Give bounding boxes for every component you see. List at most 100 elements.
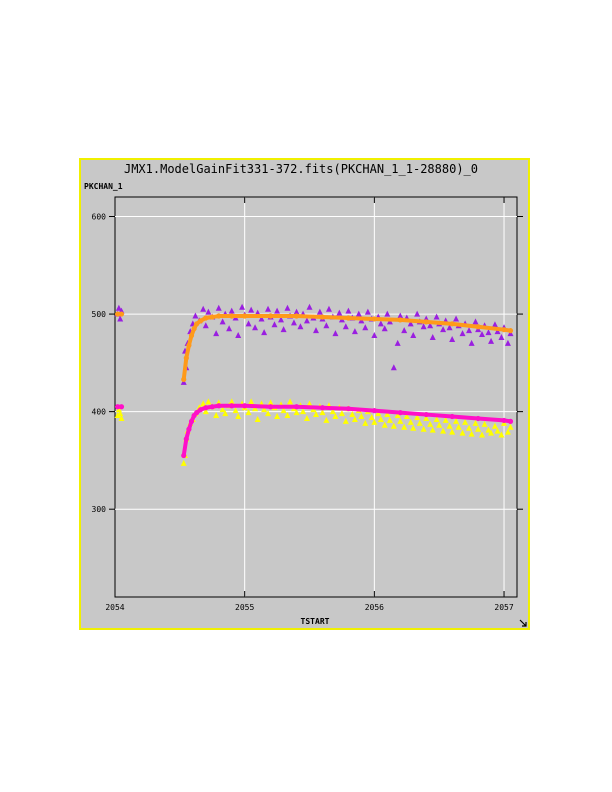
data-point <box>258 315 265 322</box>
data-point <box>202 408 209 415</box>
data-point <box>297 323 304 330</box>
data-point <box>329 408 336 415</box>
data-point <box>200 305 207 312</box>
data-point <box>491 422 498 429</box>
data-point <box>375 410 382 417</box>
data-point <box>377 415 384 422</box>
x-tick-label: 2055 <box>235 603 254 612</box>
data-point <box>316 308 323 315</box>
data-point <box>381 325 388 332</box>
data-point <box>384 310 391 317</box>
data-point <box>468 339 475 346</box>
data-point <box>427 420 434 427</box>
data-point <box>414 310 421 317</box>
data-point <box>342 417 349 424</box>
data-point <box>118 414 125 421</box>
data-point <box>325 305 332 312</box>
data-point <box>472 318 479 325</box>
chart: JMX1.ModelGainFit331-372.fits(PKCHAN_1_1… <box>84 162 527 627</box>
data-point <box>429 426 436 433</box>
data-point <box>494 328 501 335</box>
data-point <box>351 328 358 335</box>
data-point <box>274 307 281 314</box>
data-point <box>267 399 274 406</box>
data-point <box>433 313 440 320</box>
data-point <box>371 418 378 425</box>
data-point <box>403 413 410 420</box>
data-point <box>498 333 505 340</box>
data-point <box>485 426 492 433</box>
data-point <box>420 425 427 432</box>
data-point <box>364 308 371 315</box>
data-point <box>472 419 479 426</box>
data-point <box>410 424 417 431</box>
data-point <box>397 417 404 424</box>
data-point <box>440 427 447 434</box>
data-point <box>205 398 212 405</box>
data-point <box>384 411 391 418</box>
data-point <box>235 413 242 420</box>
data-point <box>342 323 349 330</box>
data-point <box>371 332 378 339</box>
data-point <box>219 318 226 325</box>
x-tick-label: 2056 <box>365 603 384 612</box>
data-point <box>459 330 466 337</box>
data-point <box>390 364 397 371</box>
data-point <box>468 430 475 437</box>
y-tick-label: 600 <box>92 213 107 222</box>
data-point <box>449 335 456 342</box>
data-point <box>488 429 495 436</box>
data-point <box>414 413 421 420</box>
data-point <box>345 307 352 314</box>
plot-frame <box>114 196 518 598</box>
data-point <box>394 412 401 419</box>
data-point <box>117 315 124 322</box>
data-point <box>215 304 222 311</box>
data-point <box>394 339 401 346</box>
data-point <box>180 459 187 466</box>
axis-ticks: 2054 2055 2056 2057 300 400 500 600 <box>92 197 523 612</box>
data-point <box>504 428 511 435</box>
data-point <box>252 405 259 412</box>
resize-corner-icon[interactable] <box>519 619 527 627</box>
data-point <box>213 330 220 337</box>
data-point <box>397 312 404 319</box>
fit-curve <box>181 314 513 382</box>
y-tick-label: 400 <box>92 408 107 417</box>
series-2 <box>114 398 514 466</box>
data-point <box>313 327 319 334</box>
data-point <box>245 320 252 327</box>
data-point <box>303 317 310 324</box>
data-point <box>401 327 408 334</box>
data-point <box>498 431 505 438</box>
data-point <box>261 406 268 413</box>
data-point <box>386 416 393 423</box>
data-point <box>300 408 307 415</box>
data-point <box>284 304 291 311</box>
data-point <box>368 413 375 420</box>
chart-title: JMX1.ModelGainFit331-372.fits(PKCHAN_1_1… <box>124 162 478 176</box>
data-point <box>248 398 255 405</box>
data-point <box>222 410 229 417</box>
x-tick-label: 2054 <box>105 603 124 612</box>
data-point <box>485 329 492 336</box>
data-point <box>323 416 330 423</box>
x-axis-label: TSTART <box>301 617 330 626</box>
data-point <box>455 423 462 430</box>
data-point <box>466 424 473 431</box>
data-point <box>306 400 313 407</box>
data-point <box>284 412 291 419</box>
data-point <box>475 425 482 432</box>
data-point <box>453 417 460 424</box>
data-point <box>280 407 287 414</box>
data-point <box>277 316 284 323</box>
series-1 <box>114 311 514 383</box>
data-point <box>494 427 501 434</box>
data-point <box>213 412 220 419</box>
data-point <box>351 415 358 422</box>
data-point <box>416 419 423 426</box>
data-point <box>362 419 369 426</box>
data-point <box>254 415 261 422</box>
data-point <box>401 423 408 430</box>
y-axis-label: PKCHAN_1 <box>84 182 123 191</box>
